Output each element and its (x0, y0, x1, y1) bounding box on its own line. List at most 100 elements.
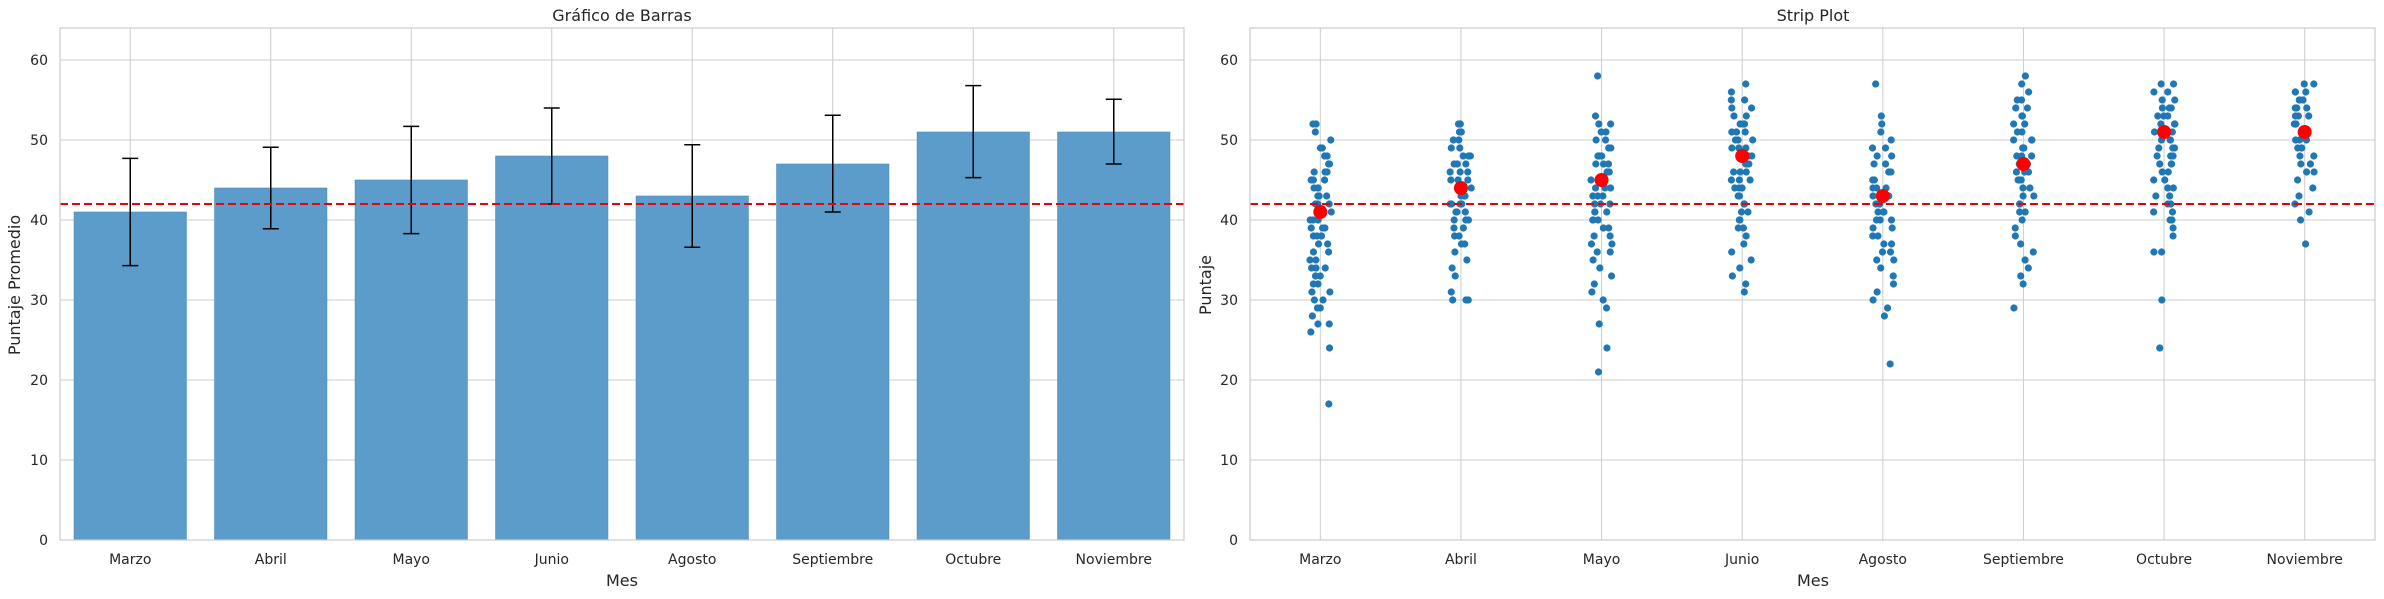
point-junio-41 (1741, 128, 1749, 136)
point-junio-11 (1735, 216, 1743, 224)
point-septiembre-1 (2019, 280, 2027, 288)
point-octubre-25 (2153, 152, 2161, 160)
point-noviembre-6 (2293, 176, 2302, 184)
point-octubre-44 (2158, 96, 2166, 104)
point-marzo-15 (1311, 272, 1320, 280)
point-marzo-5 (1308, 312, 1316, 320)
point-noviembre-35 (2291, 88, 2299, 96)
point-abril-13 (1459, 224, 1467, 232)
point-septiembre-34 (2010, 136, 2018, 144)
point-marzo-33 (1306, 216, 1314, 224)
point-octubre-12 (2152, 192, 2160, 200)
point-octubre-28 (2169, 144, 2177, 152)
point-marzo-52 (1323, 168, 1331, 176)
point-septiembre-23 (2024, 168, 2033, 176)
point-agosto-39 (1888, 152, 1896, 160)
point-mayo-11 (1606, 248, 1614, 256)
point-agosto-14 (1874, 232, 1882, 240)
point-abril-37 (1462, 160, 1470, 168)
point-junio-4 (1747, 256, 1755, 264)
point-marzo-46 (1310, 184, 1318, 192)
point-junio-49 (1727, 96, 1735, 104)
point-mayo-1 (1603, 344, 1611, 352)
point-agosto-13 (1887, 240, 1896, 248)
point-abril-33 (1464, 168, 1472, 176)
point-noviembre-28 (2303, 104, 2311, 112)
point-marzo-17 (1321, 264, 1329, 272)
point-septiembre-27 (2028, 152, 2036, 160)
bar-mayo (354, 179, 468, 541)
point-mayo-6 (1590, 280, 1598, 288)
point-junio-5 (1728, 248, 1736, 256)
point-noviembre-27 (2291, 112, 2300, 120)
point-mayo-52 (1595, 120, 1603, 128)
strip-plot-ytick-60: 60 (1220, 53, 1238, 69)
point-marzo-8 (1319, 296, 1327, 304)
strip-plot-xtick-agosto: Agosto (1859, 552, 1907, 568)
point-mayo-23 (1591, 208, 1599, 216)
point-noviembre-1 (2296, 216, 2305, 224)
point-agosto-6 (1889, 272, 1897, 280)
point-marzo-10 (1308, 288, 1316, 296)
point-abril-7 (1451, 248, 1459, 256)
point-noviembre-4 (2295, 192, 2303, 200)
point-junio-17 (1735, 192, 1744, 200)
point-junio-9 (1739, 224, 1748, 232)
point-septiembre-11 (2016, 208, 2024, 216)
bar-chart-ylabel: Puntaje Promedio (5, 215, 24, 355)
point-septiembre-42 (2023, 104, 2032, 112)
point-septiembre-16 (2026, 184, 2034, 192)
point-octubre-26 (2155, 144, 2163, 152)
mean-marker-octubre (2157, 125, 2172, 139)
point-marzo-13 (1309, 280, 1317, 288)
point-junio-50 (1741, 96, 1749, 104)
point-octubre-20 (2156, 160, 2164, 168)
point-octubre-17 (2150, 176, 2158, 184)
point-septiembre-14 (2030, 192, 2038, 200)
bar-chart-ytick-10: 10 (30, 453, 48, 469)
bar-chart-ytick-0: 0 (39, 533, 48, 549)
point-abril-44 (1455, 136, 1463, 144)
point-septiembre-2 (2017, 272, 2025, 280)
bar-noviembre (1057, 131, 1171, 541)
point-septiembre-21 (2012, 168, 2021, 176)
bar-chart-xtick-mayo: Mayo (392, 552, 430, 568)
point-abril-2 (1462, 296, 1470, 304)
point-abril-47 (1455, 128, 1464, 136)
bar-abril (214, 187, 328, 541)
point-mayo-53 (1591, 112, 1600, 120)
point-septiembre-39 (2021, 120, 2029, 128)
point-mayo-12 (1608, 240, 1616, 248)
point-marzo-60 (1311, 128, 1319, 136)
point-abril-45 (1449, 136, 1457, 144)
point-mayo-17 (1605, 224, 1613, 232)
point-abril-32 (1464, 176, 1472, 184)
point-octubre-47 (2164, 88, 2172, 96)
point-agosto-18 (1887, 216, 1896, 224)
point-mayo-41 (1592, 160, 1600, 168)
point-agosto-3 (1869, 296, 1877, 304)
bar-chart-xtick-agosto: Agosto (668, 552, 716, 568)
bar-chart: Gráfico de Barras Mes Puntaje Promedio 0… (5, 6, 1185, 590)
point-junio-22 (1727, 176, 1735, 184)
point-marzo-49 (1307, 176, 1315, 184)
point-marzo-54 (1325, 160, 1333, 168)
point-agosto-44 (1877, 128, 1885, 136)
point-marzo-7 (1316, 304, 1324, 312)
point-marzo-24 (1314, 240, 1323, 248)
point-mayo-39 (1599, 160, 1608, 168)
point-marzo-20 (1306, 256, 1314, 264)
bar-chart-xtick-noviembre: Noviembre (1076, 552, 1152, 568)
strip-plot: Strip Plot Mes Puntaje 0 10 20 30 40 50 60 Marz… (1196, 6, 2376, 590)
point-mayo-5 (1588, 288, 1596, 296)
bar-chart-ytick-30: 30 (30, 293, 48, 309)
point-junio-12 (1744, 208, 1752, 216)
strip-plot-xtick-septiembre: Septiembre (1983, 552, 2064, 568)
point-abril-11 (1455, 232, 1463, 240)
point-abril-18 (1461, 208, 1469, 216)
point-marzo-23 (1324, 240, 1332, 248)
point-mayo-48 (1592, 136, 1600, 144)
point-octubre-14 (2164, 184, 2172, 192)
point-mayo-31 (1606, 184, 1615, 192)
point-junio-3 (1736, 264, 1744, 272)
